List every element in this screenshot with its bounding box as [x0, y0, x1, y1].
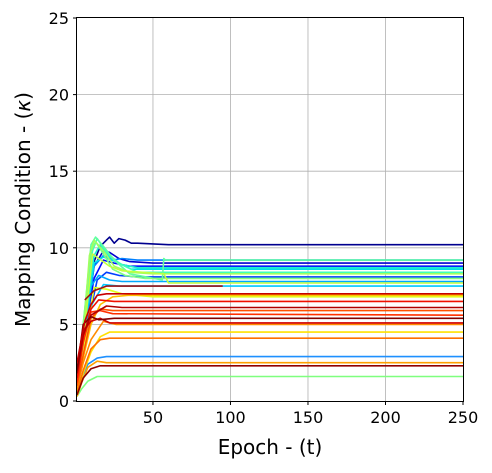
y-tick-label: 0 [59, 392, 69, 411]
series-line [76, 253, 463, 392]
x-tick-label: 200 [370, 408, 401, 427]
x-axis-label: Epoch - (t) [218, 435, 323, 459]
series-line [76, 320, 463, 389]
y-tick-label: 10 [49, 239, 69, 258]
series-line [76, 337, 463, 394]
axis-ticks: 50 100 150 200 250 0 5 10 15 20 25 [49, 9, 479, 427]
x-tick-label: 150 [293, 408, 324, 427]
series-line [76, 286, 463, 394]
series-line [84, 285, 223, 301]
y-tick-label: 5 [59, 315, 69, 334]
series-line [76, 309, 464, 383]
series-line [76, 239, 463, 391]
series-line [76, 305, 463, 374]
y-axis-label-suffix: ) [11, 92, 35, 100]
series-line [76, 375, 463, 397]
y-tick-label: 20 [49, 86, 69, 105]
series-line [76, 315, 463, 371]
y-tick-label: 25 [49, 9, 69, 28]
plot-area [76, 236, 464, 397]
x-tick-label: 100 [215, 408, 246, 427]
y-axis-label: Mapping Condition - (κ) [11, 92, 35, 327]
series-line [76, 365, 463, 396]
y-axis-label-prefix: Mapping Condition - ( [11, 112, 35, 327]
plot-frame [76, 17, 464, 402]
x-tick-label: 50 [143, 408, 163, 427]
series-line [76, 293, 463, 363]
x-tick-label: 250 [448, 408, 479, 427]
series-line [76, 308, 463, 386]
y-axis-label-symbol: κ [11, 100, 35, 112]
y-tick-label: 15 [49, 162, 69, 181]
